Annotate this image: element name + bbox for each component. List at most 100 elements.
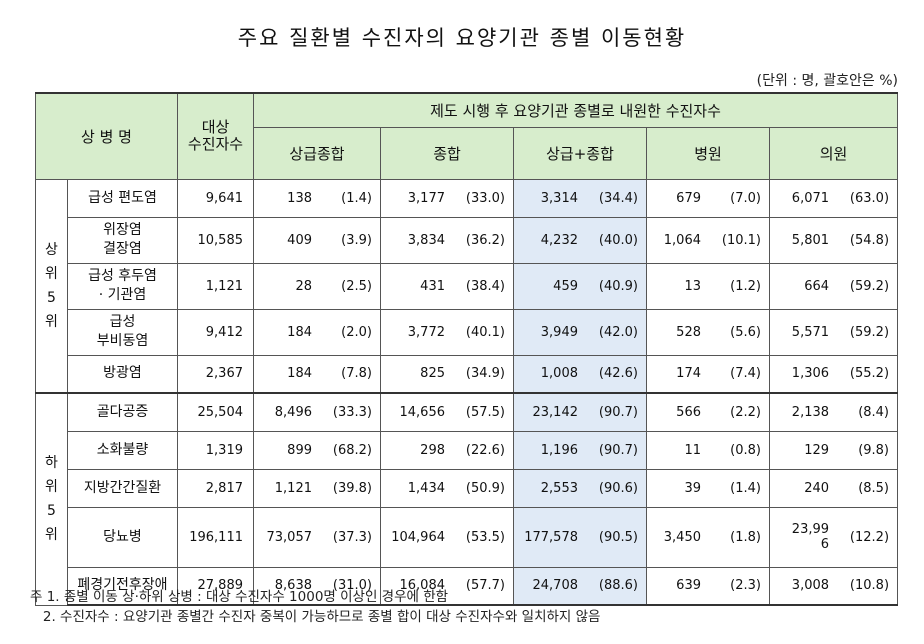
count-value: 11 [684,442,701,458]
count-value: 2,138 [791,404,830,420]
table-row: 위장염 결장염 10,585 409 (3.9) 3,834 (36.2) 4,232 (40… [36,216,899,264]
header-span: 제도 시행 후 요양기관 종별로 내원한 수진자수 [252,92,899,128]
count-value: 1,434 [407,480,445,496]
disease-name: 급성 부비동염 [67,308,178,356]
count-value: 240 [804,480,830,496]
value-cell: 409 (3.9) [253,216,381,264]
group-label: 상 위 5 위 [35,178,68,394]
percent-value: (1.4) [730,480,761,496]
count-value: 2,553 [540,480,578,496]
disease-name: 급성 편도염 [67,178,178,218]
count-value: 14,656 [399,404,446,420]
count-value: 16,084 [399,578,446,594]
count-value: 3,314 [540,190,578,206]
count-value: 177,578 [524,529,578,545]
count-value: 138 [287,190,312,206]
percent-value: (50.9) [465,480,505,496]
count-value: 3,949 [540,324,578,340]
percent-value: (31.0) [332,578,372,594]
value-cell: 138 (1.4) [253,178,381,218]
percent-value: (1.4) [341,190,372,206]
count-value: 528 [676,324,701,340]
value-cell: 11 (0.8) [646,430,770,470]
unit-note: (단위 : 명, 괄호안은 %) [756,73,898,89]
value-cell: 566 (2.2) [646,392,770,432]
value-cell: 2,138 (8.4) [768,392,899,432]
percent-value: (55.2) [849,366,890,382]
count-value: 3,772 [407,324,445,340]
header-target-line1: 대상 [201,118,230,137]
value-cell: 184 (7.8) [253,354,381,394]
percent-value: (90.7) [598,404,638,420]
value-cell: 2,553 (90.6) [513,468,647,508]
page-title: 주요 질환별 수진자의 요양기관 종별 이동현황 [237,26,687,50]
percent-value: (57.5) [465,404,505,420]
value-cell: 298 (22.6) [380,430,514,470]
percent-value: (7.8) [341,366,372,382]
percent-value: (63.0) [849,190,890,206]
percent-value: (0.8) [730,442,761,458]
percent-value: (3.9) [341,232,372,248]
value-cell: 23,99 6 (12.2) [768,506,899,568]
value-cell: 1,196 (90.7) [513,430,647,470]
disease-name: 지방간간질환 [67,468,178,508]
value-cell: 5,801 (54.8) [768,216,899,264]
footnotes: 주 1. 종별 이동 상·하위 상병 : 대상 수진자수 1000명 이상인 경… [30,587,600,627]
value-cell: 3,314 (34.4) [513,178,647,218]
percent-value: (1.8) [730,529,761,545]
count-value: 174 [676,366,701,382]
percent-value: (7.0) [730,190,761,206]
value-cell: 3,949 (42.0) [513,308,647,356]
value-cell: 39 (1.4) [646,468,770,508]
disease-name: 폐경기전후장애 [67,566,178,606]
group-label: 하 위 5 위 [35,392,68,606]
target-count: 1,319 [177,430,254,470]
count-value: 184 [287,366,312,382]
count-value: 184 [287,324,312,340]
value-cell: 104,964 (53.5) [380,506,514,568]
target-count: 196,111 [177,506,254,568]
value-cell: 1,064 (10.1) [646,216,770,264]
percent-value: (37.3) [332,529,372,545]
value-cell: 1,121 (39.8) [253,468,381,508]
value-cell: 899 (68.2) [253,430,381,470]
value-cell: 8,496 (33.3) [253,392,381,432]
value-cell: 1,306 (55.2) [768,354,899,394]
count-value: 825 [420,366,445,382]
table-row: 상 위 5 위 급성 편도염 9,641 138 (1.4) 3,177 (33.0) 3,3… [35,178,899,394]
value-cell: 1,008 (42.6) [513,354,647,394]
percent-value: (2.0) [341,324,372,340]
count-value: 899 [287,442,312,458]
percent-value: (1.2) [730,278,761,294]
percent-value: (2.2) [730,404,761,420]
count-value: 129 [804,442,830,458]
disease-name: 위장염 결장염 [67,216,178,264]
percent-value: (42.0) [598,324,638,340]
percent-value: (12.2) [849,529,890,545]
header-disease: 상 병 명 [35,92,178,180]
percent-value: (54.8) [849,232,890,248]
disease-name: 골다공증 [67,392,178,432]
value-cell: 73,057 (37.3) [253,506,381,568]
count-value: 5,801 [791,232,830,248]
target-count: 2,367 [177,354,254,394]
target-count: 25,504 [177,392,254,432]
header-col-tertiary-general: 상급+종합 [513,126,647,180]
count-value: 73,057 [266,529,313,545]
header-col-clinic: 의원 [768,126,899,180]
table-body: 상 위 5 위 급성 편도염 9,641 138 (1.4) 3,177 (33.0) 3,3… [35,178,899,606]
count-value: 298 [420,442,445,458]
percent-value: (2.3) [730,578,761,594]
count-value: 639 [676,578,701,594]
percent-value: (39.8) [332,480,372,496]
table-row: 당뇨병 196,111 73,057 (37.3) 104,964 (53.5) 177,5… [36,506,899,568]
value-cell: 3,177 (33.0) [380,178,514,218]
percent-value: (34.4) [598,190,638,206]
table-row: 급성 후두염 · 기관염 1,121 28 (2.5) 431 (38.4) 459 (40.… [36,262,899,310]
count-value: 8,496 [274,404,312,420]
percent-value: (36.2) [465,232,505,248]
table-row: 하 위 5 위 골다공증 25,504 8,496 (33.3) 14,656 (57.5)… [35,392,899,606]
percent-value: (8.5) [858,480,890,496]
header-col-tertiary: 상급종합 [253,126,381,180]
value-cell: 679 (7.0) [646,178,770,218]
